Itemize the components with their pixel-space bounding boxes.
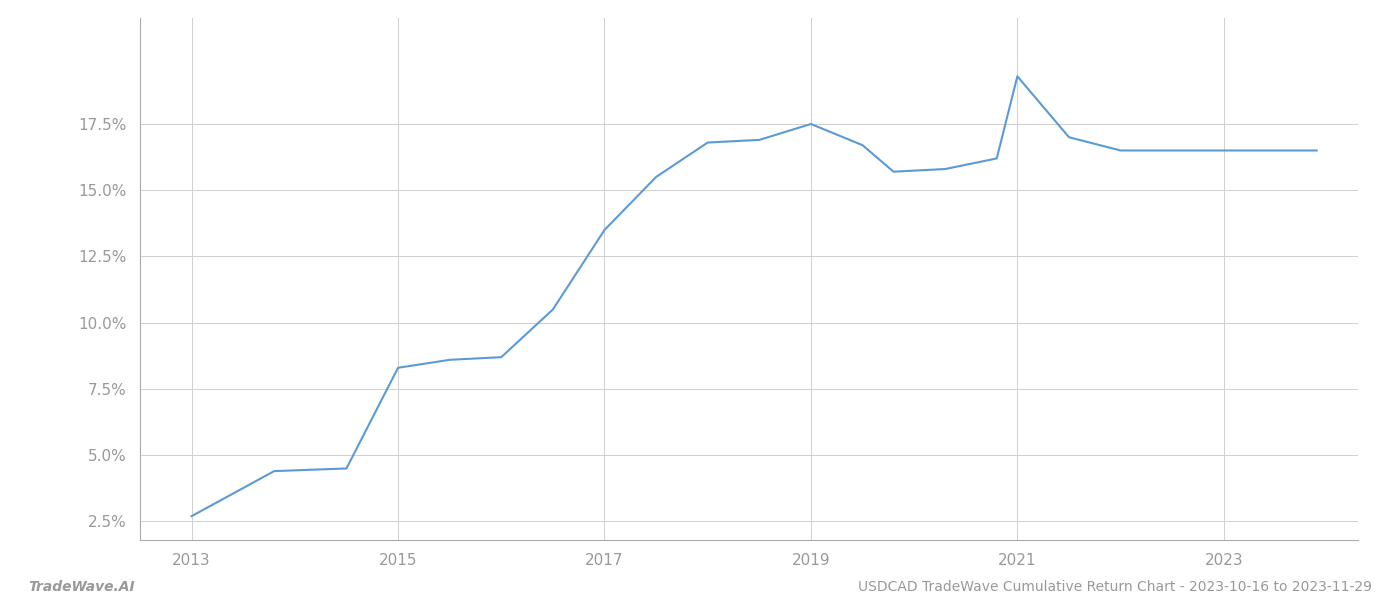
Text: USDCAD TradeWave Cumulative Return Chart - 2023-10-16 to 2023-11-29: USDCAD TradeWave Cumulative Return Chart… xyxy=(858,580,1372,594)
Text: TradeWave.AI: TradeWave.AI xyxy=(28,580,134,594)
